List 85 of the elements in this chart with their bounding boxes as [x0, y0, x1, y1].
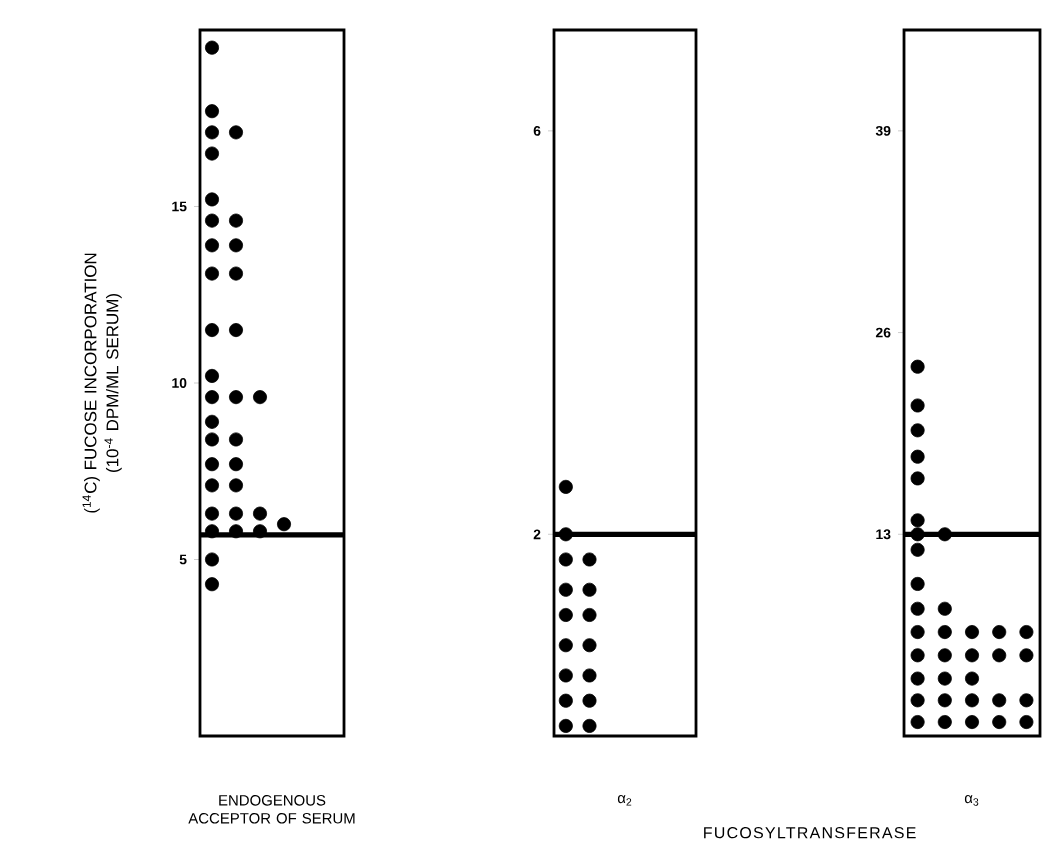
point — [229, 457, 243, 472]
point — [205, 323, 219, 338]
point — [910, 576, 925, 591]
point — [205, 125, 219, 140]
point — [229, 506, 243, 521]
point — [205, 104, 219, 119]
point — [205, 192, 219, 207]
point — [1019, 625, 1034, 640]
point — [229, 125, 243, 140]
point — [965, 625, 980, 640]
point — [558, 527, 573, 542]
point — [205, 368, 219, 383]
point — [992, 648, 1007, 663]
point — [1019, 715, 1034, 730]
point — [229, 390, 243, 405]
point — [910, 542, 925, 557]
point — [582, 607, 597, 622]
point — [965, 693, 980, 708]
point — [937, 601, 952, 616]
point — [910, 359, 925, 374]
point — [937, 671, 952, 686]
point — [1019, 693, 1034, 708]
point — [205, 577, 219, 592]
point — [910, 513, 925, 528]
point — [937, 527, 952, 542]
point — [910, 423, 925, 438]
point — [910, 715, 925, 730]
point — [937, 693, 952, 708]
point — [253, 506, 267, 521]
point — [582, 718, 597, 733]
point — [582, 552, 597, 567]
point — [205, 238, 219, 253]
point — [992, 693, 1007, 708]
point — [253, 524, 267, 539]
point — [558, 552, 573, 567]
point — [582, 582, 597, 597]
point — [558, 718, 573, 733]
point — [910, 671, 925, 686]
point — [937, 715, 952, 730]
point — [910, 693, 925, 708]
point — [205, 266, 219, 281]
point — [229, 524, 243, 539]
point — [229, 478, 243, 493]
point — [205, 146, 219, 161]
point — [558, 582, 573, 597]
point — [205, 432, 219, 447]
point — [205, 506, 219, 521]
point — [205, 524, 219, 539]
point — [937, 648, 952, 663]
point — [910, 471, 925, 486]
point — [229, 213, 243, 228]
point — [992, 625, 1007, 640]
point — [558, 693, 573, 708]
point — [558, 607, 573, 622]
point — [965, 671, 980, 686]
point — [937, 625, 952, 640]
point — [205, 457, 219, 472]
point — [965, 648, 980, 663]
point — [277, 517, 291, 532]
point — [558, 668, 573, 683]
point — [910, 625, 925, 640]
point — [253, 390, 267, 405]
point — [965, 715, 980, 730]
point — [229, 323, 243, 338]
point — [205, 552, 219, 567]
point — [910, 648, 925, 663]
point — [558, 479, 573, 494]
point — [582, 693, 597, 708]
point — [229, 432, 243, 447]
point — [229, 238, 243, 253]
point — [910, 398, 925, 413]
point — [910, 601, 925, 616]
point — [910, 449, 925, 464]
point — [229, 266, 243, 281]
point — [910, 527, 925, 542]
point — [205, 213, 219, 228]
point — [205, 390, 219, 405]
point — [582, 638, 597, 653]
point — [205, 414, 219, 429]
point — [582, 668, 597, 683]
point — [558, 638, 573, 653]
point — [205, 40, 219, 55]
point — [992, 715, 1007, 730]
point — [1019, 648, 1034, 663]
point — [205, 478, 219, 493]
